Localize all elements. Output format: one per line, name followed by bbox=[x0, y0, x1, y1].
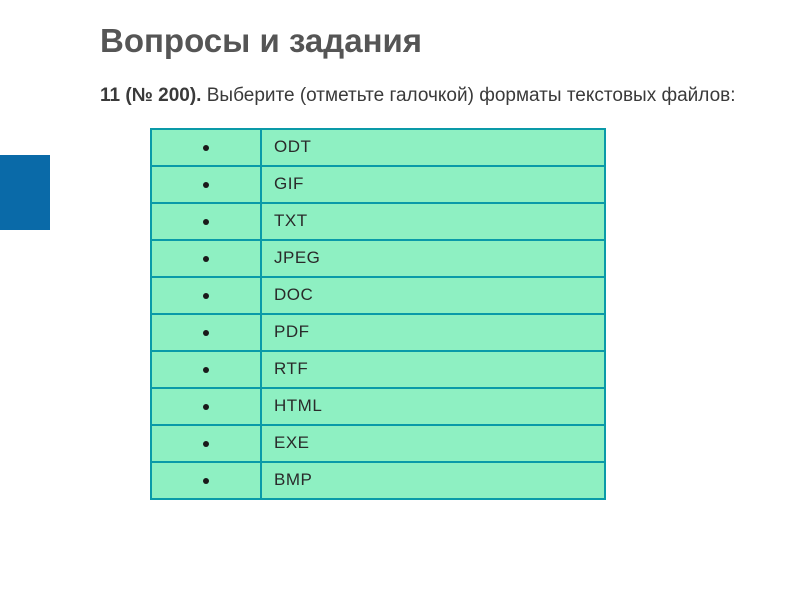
bullet-icon bbox=[203, 145, 209, 151]
table-row[interactable]: RTF bbox=[151, 351, 605, 388]
bullet-cell[interactable] bbox=[151, 351, 261, 388]
question-body: Выберите (отметьте галочкой) форматы тек… bbox=[207, 85, 736, 106]
bullet-icon bbox=[203, 478, 209, 484]
option-label: TXT bbox=[261, 203, 605, 240]
bullet-icon bbox=[203, 367, 209, 373]
table-row[interactable]: EXE bbox=[151, 425, 605, 462]
option-label: ODT bbox=[261, 129, 605, 166]
table-row[interactable]: DOC bbox=[151, 277, 605, 314]
option-label: BMP bbox=[261, 462, 605, 499]
bullet-icon bbox=[203, 182, 209, 188]
bullet-icon bbox=[203, 404, 209, 410]
bullet-cell[interactable] bbox=[151, 462, 261, 499]
bullet-cell[interactable] bbox=[151, 166, 261, 203]
bullet-icon bbox=[203, 293, 209, 299]
table-row[interactable]: JPEG bbox=[151, 240, 605, 277]
content-area: Вопросы и задания 11 (№ 200). Выберите (… bbox=[0, 0, 800, 500]
option-label: GIF bbox=[261, 166, 605, 203]
option-label: EXE bbox=[261, 425, 605, 462]
sidebar-accent-block bbox=[0, 155, 50, 230]
table-row[interactable]: PDF bbox=[151, 314, 605, 351]
option-label: HTML bbox=[261, 388, 605, 425]
option-label: JPEG bbox=[261, 240, 605, 277]
bullet-cell[interactable] bbox=[151, 129, 261, 166]
table-row[interactable]: ODT bbox=[151, 129, 605, 166]
table-row[interactable]: GIF bbox=[151, 166, 605, 203]
question-text: 11 (№ 200). Выберите (отметьте галочкой)… bbox=[100, 84, 750, 108]
table-row[interactable]: HTML bbox=[151, 388, 605, 425]
table-row[interactable]: BMP bbox=[151, 462, 605, 499]
option-label: DOC bbox=[261, 277, 605, 314]
option-label: RTF bbox=[261, 351, 605, 388]
option-label: PDF bbox=[261, 314, 605, 351]
options-table-wrap: ODT GIF TXT JPEG DOC bbox=[150, 128, 606, 500]
bullet-cell[interactable] bbox=[151, 388, 261, 425]
bullet-icon bbox=[203, 441, 209, 447]
bullet-cell[interactable] bbox=[151, 314, 261, 351]
bullet-icon bbox=[203, 256, 209, 262]
table-row[interactable]: TXT bbox=[151, 203, 605, 240]
page-title: Вопросы и задания bbox=[100, 22, 750, 60]
bullet-cell[interactable] bbox=[151, 277, 261, 314]
question-number: 11 (№ 200). bbox=[100, 85, 201, 106]
bullet-icon bbox=[203, 219, 209, 225]
options-table: ODT GIF TXT JPEG DOC bbox=[150, 128, 606, 500]
bullet-icon bbox=[203, 330, 209, 336]
bullet-cell[interactable] bbox=[151, 203, 261, 240]
bullet-cell[interactable] bbox=[151, 240, 261, 277]
bullet-cell[interactable] bbox=[151, 425, 261, 462]
